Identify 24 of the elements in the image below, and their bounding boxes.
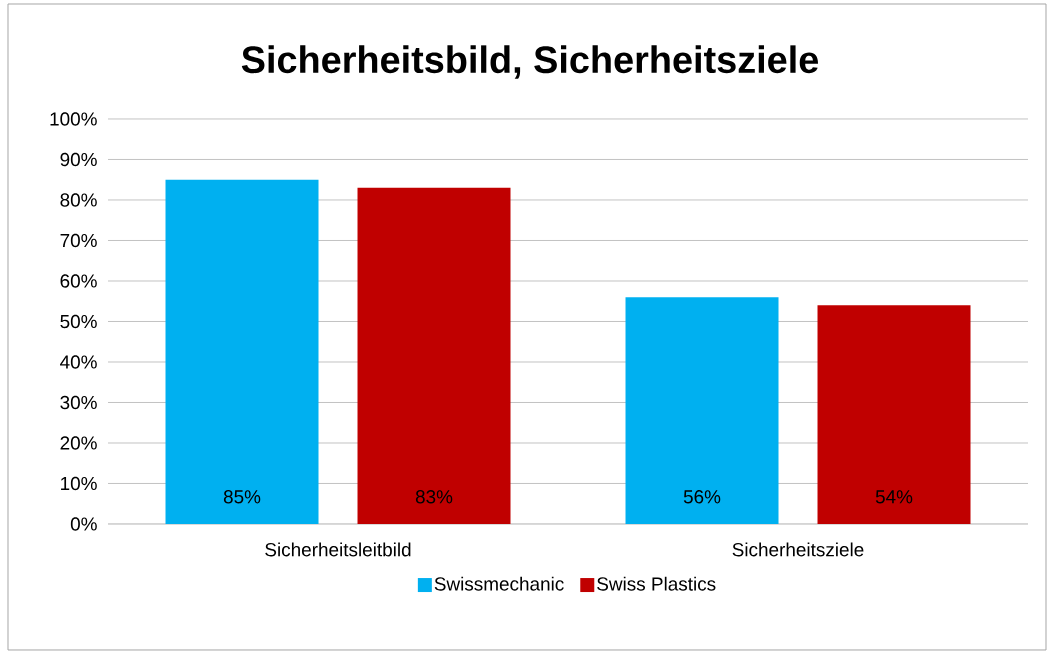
y-tick-label: 70% (60, 233, 97, 248)
bar (357, 187, 511, 524)
data-label: 83% (415, 490, 453, 504)
bar (165, 179, 319, 524)
data-label: 85% (223, 490, 261, 504)
legend-label: Swiss Plastics (597, 576, 716, 591)
y-tick-label: 40% (60, 355, 97, 369)
chart-title: Sicherheitsbild, Sicherheitsziele (241, 45, 818, 79)
data-label: 56% (683, 490, 721, 504)
legend-label: Swissmechanic (434, 576, 564, 591)
y-tick-label: 80% (60, 193, 97, 207)
x-tick-label: Sicherheitsleitbild (265, 542, 411, 557)
data-label: 54% (875, 490, 913, 504)
bar (625, 297, 779, 524)
y-tick-label: 0% (70, 517, 97, 531)
x-tick-label: Sicherheitsziele (732, 542, 864, 557)
y-tick-label: 20% (60, 436, 97, 450)
y-tick-label: 30% (60, 395, 97, 410)
y-tick-label: 50% (60, 314, 97, 329)
y-tick-label: 90% (60, 152, 97, 167)
y-tick-label: 60% (60, 274, 97, 288)
bar (817, 305, 971, 524)
y-tick-label: 10% (61, 476, 97, 491)
y-tick-label: 100% (50, 112, 97, 126)
